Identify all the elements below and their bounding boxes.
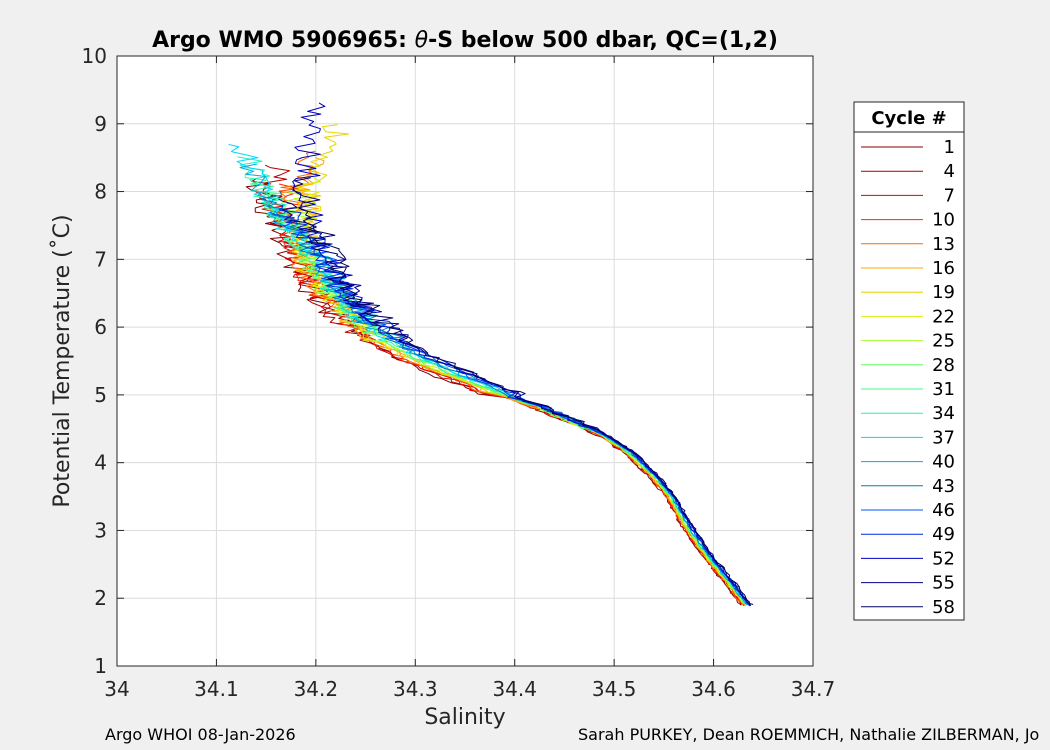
y-tick-label: 6 — [94, 315, 107, 339]
legend-label-37: 37 — [932, 427, 955, 448]
series-line-cycle-58 — [292, 177, 754, 605]
legend-label-22: 22 — [932, 306, 955, 327]
chart-title: Argo WMO 5906965: θ-S below 500 dbar, QC… — [152, 28, 778, 53]
legend-label-16: 16 — [932, 258, 955, 279]
y-tick-label: 4 — [94, 451, 107, 475]
legend-label-49: 49 — [932, 524, 955, 545]
legend-label-4: 4 — [944, 161, 955, 182]
series-group — [228, 102, 754, 607]
x-tick-labels: 34 34.1 34.2 34.3 34.4 34.5 34.6 34.7 — [104, 677, 835, 701]
chart-title-suffix: -S below 500 dbar, QC=(1,2) — [428, 28, 778, 53]
legend-label-52: 52 — [932, 548, 955, 569]
legend-label-31: 31 — [932, 379, 955, 400]
x-axis-label: Salinity — [424, 705, 505, 730]
x-tick-label: 34.4 — [492, 677, 537, 701]
legend-label-58: 58 — [932, 597, 955, 618]
legend-label-34: 34 — [932, 403, 955, 424]
y-tick-label: 5 — [94, 383, 107, 407]
plot-frame — [116, 55, 814, 667]
y-axis-label: Potential Temperature (˚C) — [50, 214, 75, 507]
legend-title: Cycle # — [871, 108, 946, 129]
x-tick-label: 34.7 — [791, 677, 836, 701]
chart-title-theta: θ — [415, 28, 429, 53]
y-tick-label: 8 — [94, 180, 107, 204]
y-tick-labels: 1 2 3 4 5 6 7 8 9 10 — [82, 44, 107, 678]
chart-title-prefix: Argo WMO 5906965: — [152, 28, 415, 53]
legend: Cycle # 1 4 7 10 13 16 19 22 25 28 31 34 37 40 43 46 49 5… — [853, 101, 965, 621]
y-tick-label: 10 — [82, 44, 107, 68]
legend-label-46: 46 — [932, 500, 955, 521]
ticks — [116, 55, 814, 667]
legend-label-43: 43 — [932, 476, 955, 497]
series-line-cycle-49 — [278, 204, 751, 606]
footer-right: Sarah PURKEY, Dean ROEMMICH, Nathalie ZI… — [578, 725, 1040, 744]
legend-box — [853, 101, 965, 621]
legend-label-10: 10 — [932, 210, 955, 231]
x-tick-label: 34 — [104, 677, 129, 701]
legend-label-28: 28 — [932, 355, 955, 376]
series-line-cycle-55 — [278, 198, 752, 607]
x-tick-label: 34.3 — [393, 677, 438, 701]
y-tick-label: 9 — [94, 112, 107, 136]
legend-label-13: 13 — [932, 234, 955, 255]
y-tick-label: 3 — [94, 518, 107, 542]
y-tick-label: 7 — [94, 247, 107, 271]
legend-label-40: 40 — [932, 452, 955, 473]
legend-items: 1 4 7 10 13 16 19 22 25 28 31 34 37 40 43 46 49 52 55 58 — [861, 137, 955, 618]
legend-label-7: 7 — [944, 185, 955, 206]
plot-area — [117, 56, 813, 666]
x-tick-label: 34.6 — [691, 677, 736, 701]
x-tick-label: 34.1 — [194, 677, 239, 701]
x-tick-label: 34.2 — [294, 677, 339, 701]
x-tick-label: 34.5 — [592, 677, 637, 701]
y-tick-label: 2 — [94, 586, 107, 610]
legend-label-25: 25 — [932, 331, 955, 352]
footer-left: Argo WHOI 08-Jan-2026 — [105, 725, 296, 744]
legend-label-1: 1 — [944, 137, 955, 158]
legend-label-55: 55 — [932, 573, 955, 594]
legend-label-19: 19 — [932, 282, 955, 303]
y-tick-label: 1 — [94, 654, 107, 678]
